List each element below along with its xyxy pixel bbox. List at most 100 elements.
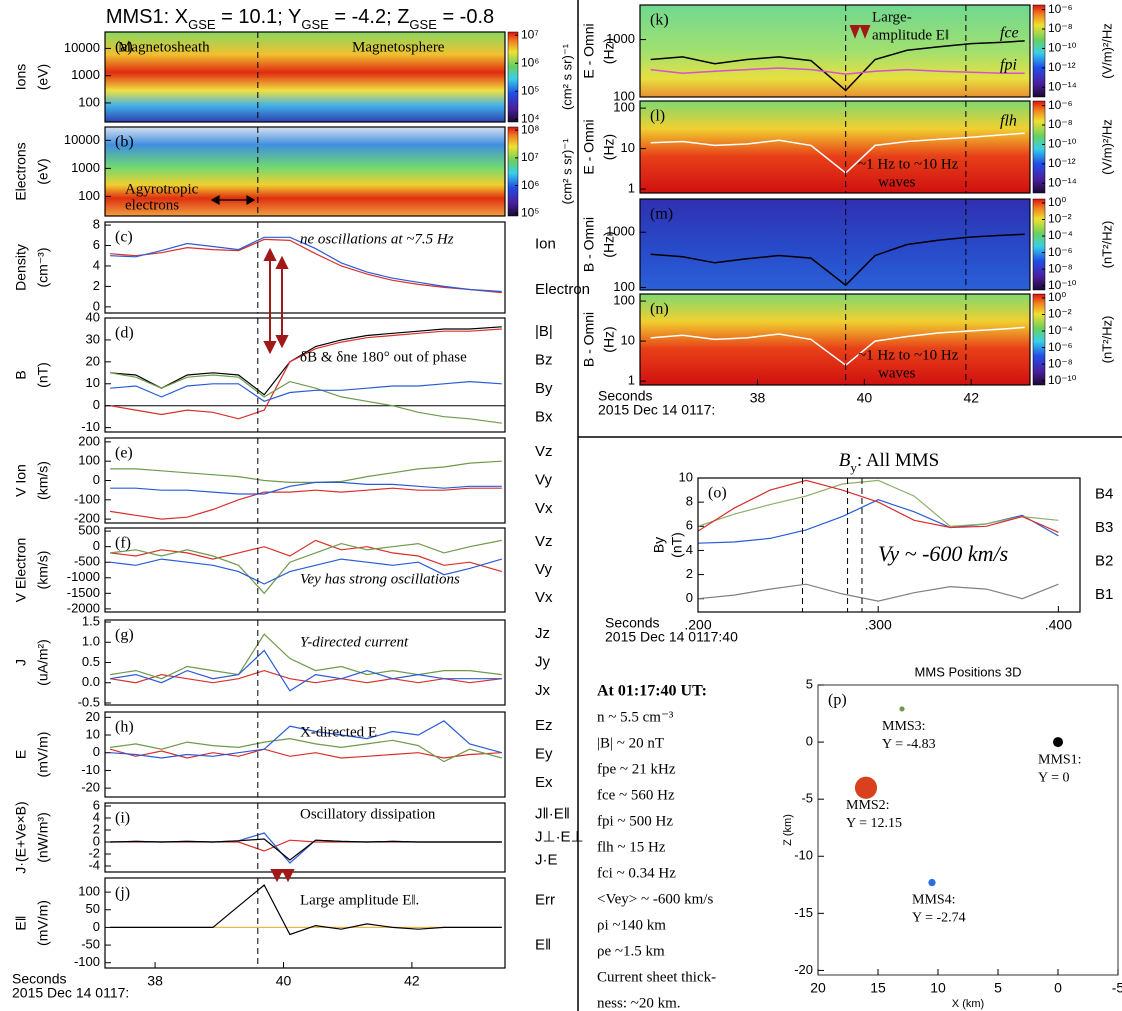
y-axis-label: B [13,370,29,379]
panel-label: (e) [115,445,133,462]
x-tick-label: 42 [404,973,420,989]
colorbar-label: 10⁷ [521,150,539,164]
spacecraft [854,776,878,799]
spectrogram [640,5,1030,97]
colorbar [1032,100,1046,194]
y-tick-label: -2 [88,845,100,860]
panel: -200 -100 0 100 200 V Ion (km/s) Vz Vy Vx (e) [13,433,553,525]
text-line: <Vey> ~ -600 km/s [597,891,713,907]
y-tick-label: 8 [686,494,693,509]
plot-frame [639,4,1031,98]
text-line: ρe ~1.5 km [597,943,665,959]
y-axis-unit: (eV) [35,64,51,90]
series-line [109,328,502,420]
y-axis-label: Ions [13,64,29,90]
colorbar-label: 10⁻² [1048,212,1072,226]
legend-label: Jz [535,625,550,642]
date-label: 2015 Dec 14 0117: [598,402,715,418]
colorbar-label: 10⁵ [521,205,539,219]
spacecraft [1053,737,1063,748]
y-tick-label: 0 [93,472,100,487]
colorbar-label: 10⁻⁶ [1048,340,1073,354]
point-name: MMS4: [912,893,956,908]
y-tick-label: -0.5 [78,694,100,709]
plot-frame [104,527,506,613]
text-block-title: At 01:17:40 UT: [597,683,707,700]
x-axis-label: Seconds [12,971,66,987]
annotation: ~1 Hz to ~10 Hz [858,156,959,172]
y-tick-label: 0 [806,734,813,749]
title-part: MMS1: X [106,6,188,28]
panel: MMS Positions 3D 5 0 -5 -10 -15 -20 20 15 10 5 0 -5 X… [782,664,1122,1009]
text-line: ness: ~20 km. [597,995,681,1011]
y-axis-label: E [13,750,29,759]
y-axis-label: Density [13,244,29,291]
series-line [697,479,1059,527]
y-tick-label: -4 [88,857,100,872]
legend-label: Ey [535,745,553,762]
title-part: B [839,450,851,471]
y-axis-unit: (cm⁻³) [35,247,51,287]
panel-label: (g) [115,627,134,644]
y-tick-label: 0 [93,744,100,759]
y-tick-label: 4 [93,257,100,272]
y-tick-label: -1000 [67,569,100,584]
y-axis-unit: (eV) [35,158,51,184]
series-line [110,236,502,293]
y-axis-unit: (nT) [35,362,51,388]
series-line [110,380,502,402]
panel: 1000 100 B - Omni (Hz) 10⁰ 10⁻² 10⁻⁴ 10⁻⁶ 10⁻⁸ 10… [581,195,1115,294]
colorbar-unit: (V/m)²/Hz [1099,23,1114,79]
y-tick-label: 10000 [64,132,100,147]
annotation: ~1 Hz to ~10 Hz [858,347,959,363]
y-tick-label: 6 [93,797,100,812]
y-tick-label: 100 [613,292,635,307]
x-axis-label: Seconds [605,615,659,631]
y-axis-unit: (mV/m) [35,732,51,778]
panel: 10000 1000 100 Electrons (eV) 10⁸ 10⁷ 10⁶ 10⁵ (cm… [13,122,575,219]
spectrogram [640,199,1030,290]
series-line [110,649,502,692]
plot-frame [104,437,506,524]
annotation: Magnetosheath [118,39,210,55]
colorbar-unit: (nT²/Hz) [1099,316,1114,364]
annotation: Large- [872,9,912,25]
y-axis-label: By [651,537,667,553]
colorbar-label: 10⁻¹⁴ [1048,79,1077,93]
y-tick-label: 100 [613,279,635,294]
legend-label: Electron [535,281,590,298]
text-line: fci ~ 0.34 Hz [597,865,676,881]
annotation: Oscillatory dissipation [300,806,436,822]
y-axis-unit: (uA/m²) [35,639,51,686]
legend-label: Jx [535,682,551,699]
plot-frame [697,477,1081,613]
colorbar [1032,4,1046,98]
annotation: δB & δne 180° out of phase [300,349,467,365]
panel-label: (o) [708,485,727,502]
y-tick-label: 100 [613,100,635,115]
x-axis-label: Seconds [598,388,652,404]
annotation: Magnetosphere [352,39,445,55]
title-part: = 10.1; Y [216,6,302,28]
y-tick-label: 100 [78,188,100,203]
y-tick-label: 4 [686,542,693,557]
y-tick-label: 6 [93,237,100,252]
panel-label: (d) [115,325,134,342]
spectrogram [105,127,505,216]
legend-label: Ez [535,717,553,734]
colorbar-label: 10⁸ [521,122,539,136]
point-name: MMS2: [846,798,890,813]
panel-label: (l) [650,108,665,125]
y-axis-label: V Ion [13,464,29,497]
legend-label: J⊥·E⊥ [535,828,584,845]
legend-label: Err [535,891,555,908]
x-tick-label: 42 [963,390,979,406]
legend-label: Vx [535,500,553,517]
plot-frame [104,619,506,706]
y-tick-label: -10 [81,419,100,434]
y-tick-label: 2 [93,278,100,293]
panel: 20 10 0 -10 -20 E (mV/m) Ez Ey Ex (h) X-directed E [13,709,553,798]
annotation: waves [878,174,916,190]
x-tick-label: 20 [810,980,826,996]
y-axis-unit: (Hz) [601,326,617,352]
